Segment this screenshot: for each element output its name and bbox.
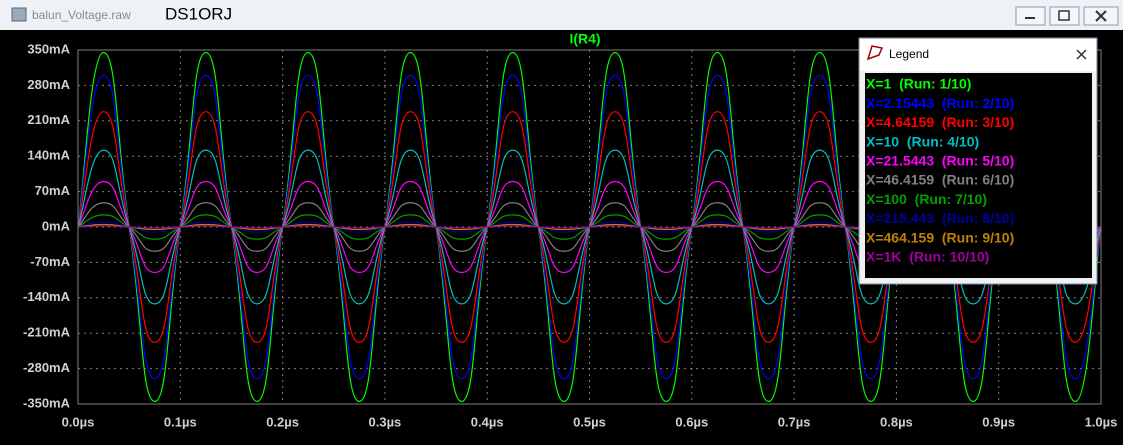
- title-bar: [0, 0, 1123, 30]
- window-title: balun_Voltage.raw: [32, 8, 131, 22]
- minimize-button[interactable]: [1015, 6, 1046, 26]
- x-tick-label: 0.5µs: [573, 414, 606, 429]
- x-tick-label: 0.6µs: [675, 414, 708, 429]
- legend-entry: X=46.4159 (Run: 6/10): [866, 172, 1014, 188]
- window-label: DS1ORJ: [165, 4, 232, 23]
- x-tick-label: 0.4µs: [471, 414, 504, 429]
- y-tick-label: 140mA: [27, 148, 70, 163]
- y-tick-label: 280mA: [27, 77, 70, 92]
- y-tick-label: -210mA: [23, 325, 71, 340]
- legend-entry: X=10 (Run: 4/10): [866, 133, 979, 149]
- legend-entry: X=2.15443 (Run: 2/10): [866, 95, 1014, 111]
- x-tick-label: 1.0µs: [1085, 414, 1118, 429]
- legend-body: [865, 73, 1092, 278]
- legend-entry: X=464.159 (Run: 9/10): [866, 229, 1014, 245]
- restore-button[interactable]: [1049, 6, 1080, 26]
- legend-window-title: Legend: [889, 47, 929, 61]
- y-tick-label: -350mA: [23, 395, 71, 410]
- legend-icon: [866, 45, 884, 61]
- restore-icon: [1058, 10, 1070, 21]
- x-tick-label: 0.0µs: [62, 414, 95, 429]
- x-tick-label: 0.8µs: [880, 414, 913, 429]
- y-tick-label: -140mA: [23, 289, 71, 304]
- plot-frame: [77, 49, 1102, 405]
- y-tick-label: 0mA: [42, 218, 71, 233]
- legend-entry: X=1K (Run: 10/10): [866, 249, 989, 265]
- x-tick-label: 0.2µs: [266, 414, 299, 429]
- legend-title-bar: [860, 39, 1096, 71]
- x-tick-label: 0.9µs: [982, 414, 1015, 429]
- legend-entry: X=4.64159 (Run: 3/10): [866, 114, 1014, 130]
- y-tick-label: -280mA: [23, 360, 71, 375]
- x-tick-label: 0.1µs: [164, 414, 197, 429]
- legend-entry: X=1 (Run: 1/10): [866, 76, 971, 92]
- trace-title[interactable]: I(R4): [569, 31, 600, 47]
- y-tick-label: 70mA: [35, 183, 71, 198]
- y-tick-label: 350mA: [27, 41, 70, 56]
- close-icon: [1095, 10, 1107, 22]
- file-icon: [11, 7, 27, 22]
- x-tick-label: 0.7µs: [778, 414, 811, 429]
- x-tick-label: 0.3µs: [369, 414, 402, 429]
- legend-entry: X=21.5443 (Run: 5/10): [866, 153, 1014, 169]
- legend-close[interactable]: [1076, 49, 1087, 60]
- legend-entry: X=100 (Run: 7/10): [866, 191, 987, 207]
- y-tick-label: -70mA: [30, 254, 70, 269]
- y-tick-label: 210mA: [27, 112, 70, 127]
- legend-entry: X=215.443 (Run: 8/10): [866, 210, 1014, 226]
